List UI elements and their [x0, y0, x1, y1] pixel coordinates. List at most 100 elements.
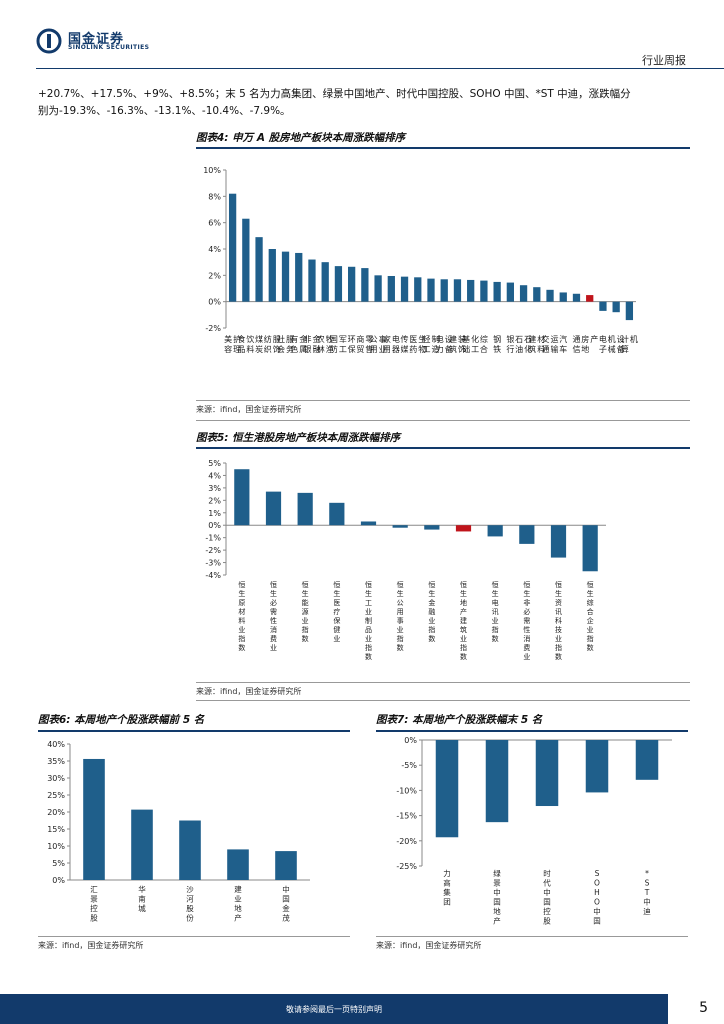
- page-number: 5: [699, 1000, 708, 1016]
- chart5-category-char: 恒: [555, 580, 562, 589]
- chart5-category-label: 恒生公用事业指数恒生公用事业指数: [397, 580, 404, 652]
- chart4-category-char: 传: [401, 334, 409, 344]
- chart4-category-label: 基础化工基础化工: [462, 334, 479, 354]
- chart4-category-char: 纺: [264, 334, 272, 344]
- chart5-ytick-label: 4%: [208, 471, 221, 480]
- chart4-category-char: 美: [224, 334, 232, 344]
- chart4-ytick-label: 8%: [208, 192, 221, 201]
- chart5-category-char: 公: [397, 599, 404, 607]
- chart4-bar: [400, 276, 409, 302]
- chart5-category-char: 非: [523, 598, 530, 607]
- chart7-category-char: S: [595, 869, 600, 878]
- chart7-category-char: 产: [493, 916, 501, 926]
- chart6-category-label: 汇景控股汇景控股: [90, 885, 98, 923]
- chart5-category-char: 电: [492, 598, 499, 607]
- chart5-category-char: 制: [365, 616, 372, 625]
- chart4-category-char: 饰: [273, 344, 281, 354]
- chart5-ytick-label: 1%: [208, 509, 221, 518]
- chart4-bar: [453, 279, 462, 302]
- chart4-category-char: 家: [383, 334, 391, 344]
- chart4-bar: [295, 252, 303, 302]
- chart4-bar: [268, 249, 276, 302]
- chart4-category-label: 家用电器家用电器: [383, 334, 400, 354]
- fig4-bottom-rule: [196, 400, 690, 401]
- chart5-category-char: 必: [523, 607, 530, 616]
- chart6-category-char: 华: [138, 884, 146, 894]
- chart5-category-char: 业: [428, 616, 435, 625]
- chart6-ytick-label: 10%: [47, 842, 65, 851]
- fig7-title: 图表7: 本周地产个股涨跌幅末 5 名: [376, 714, 543, 726]
- chart4-category-char: 电: [599, 334, 607, 344]
- chart5-category-label: 恒生原材料业指数恒生原材料业指数: [238, 580, 245, 652]
- chart5-ytick-label: -1%: [205, 534, 221, 543]
- chart5-category-char: 综: [587, 598, 594, 607]
- chart7-category-char: O: [594, 898, 600, 907]
- chart4-category-char: 零: [365, 335, 373, 344]
- chart5-category-char: 数: [555, 652, 562, 661]
- chart7-category-char: 中: [593, 906, 601, 916]
- fig5-source: 来源：ifind，国金证券研究所: [196, 687, 302, 696]
- chart6-category-char: 业: [234, 894, 242, 904]
- chart4-bar: [599, 301, 607, 311]
- chart6-category-char: 国: [282, 895, 290, 904]
- chart5-category-char: 恒: [365, 580, 372, 589]
- brand-name-en: SINOLINK SECURITIES: [68, 44, 150, 51]
- chart7-category-char: 时: [543, 868, 551, 878]
- chart4-category-char: 车: [559, 344, 567, 354]
- chart6-category-char: 金: [282, 903, 290, 913]
- chart6-ytick-label: 35%: [47, 757, 65, 766]
- chart4-category-char: 社: [277, 334, 285, 344]
- chart7-category-char: 国: [543, 898, 551, 907]
- chart4-category-char: 筑: [528, 344, 536, 354]
- chart7-category-char: 迪: [643, 906, 651, 916]
- chart5-category-char: 业: [492, 616, 499, 625]
- chart5-category-char: 讯: [492, 608, 499, 616]
- chart6-bar: [275, 851, 297, 880]
- chart4-category-char: 建: [528, 334, 536, 344]
- chart5-category-label: 恒生非必需性消费业恒生非必需性消费业: [523, 580, 530, 661]
- chart5-category-char: 业: [555, 634, 562, 643]
- chart5-category-char: 企: [587, 616, 594, 625]
- chart5-category-label: 恒生医疗保健业恒生医疗保健业: [333, 580, 340, 643]
- chart7-category-char: 中: [643, 897, 651, 907]
- chart5-category-char: 业: [365, 634, 372, 643]
- chart4-category-char: 料: [246, 344, 254, 354]
- chart4-category-char: 器: [392, 345, 400, 354]
- chart5-category-char: 恒: [302, 580, 309, 589]
- chart4-category-char: 贸: [356, 344, 364, 354]
- chart4-category-char: 军: [339, 335, 347, 344]
- fig5-title-rule: [196, 447, 690, 449]
- chart5-category-char: 生: [460, 589, 467, 598]
- chart7-ytick-label: -25%: [396, 862, 417, 871]
- chart5-category-char: 性: [270, 616, 277, 625]
- chart4-category-label: 纺织服饰纺织服饰: [264, 334, 281, 354]
- chart5-category-char: 生: [397, 589, 404, 598]
- chart7-category-label: SOHO中国SOHO中国: [593, 869, 601, 926]
- chart4-category-char: 色: [290, 344, 298, 354]
- fig7-title-rule: [376, 730, 688, 732]
- chart7-ytick-label: -5%: [401, 761, 417, 770]
- chart5-category-char: 恒: [460, 580, 467, 589]
- chart5-bar: [550, 525, 567, 558]
- chart5-category-char: 恒: [587, 580, 594, 589]
- footer-disclaimer: 敬请参阅最后一页特别声明: [286, 1005, 382, 1014]
- chart5-category-char: 指: [555, 643, 562, 652]
- chart4-category-char: 林: [317, 344, 325, 354]
- chart4-category-label: 银行银行: [506, 334, 514, 354]
- chart4-category-char: 化: [471, 334, 479, 344]
- chart7-ytick-label: 0%: [404, 736, 417, 745]
- chart5-category-char: 数: [238, 643, 245, 652]
- chart4-category-char: 属: [299, 345, 307, 354]
- chart5-category-char: 数: [492, 634, 499, 643]
- chart5-bar: [234, 469, 250, 526]
- chart4-category-char: 环: [348, 335, 356, 344]
- chart5-category-label: 恒生金融业指数恒生金融业指数: [428, 580, 435, 643]
- chart7-category-char: S: [645, 879, 650, 888]
- section-title: 行业周报: [642, 54, 686, 67]
- chart7-ytick-label: -20%: [396, 837, 417, 846]
- chart4-category-label: 计算机计算机: [621, 334, 638, 354]
- chart4-category-char: 国: [330, 335, 338, 344]
- chart4-category-char: 础: [462, 344, 470, 354]
- chart5-category-char: 恒: [238, 580, 245, 589]
- chart5-category-char: 料: [238, 616, 245, 625]
